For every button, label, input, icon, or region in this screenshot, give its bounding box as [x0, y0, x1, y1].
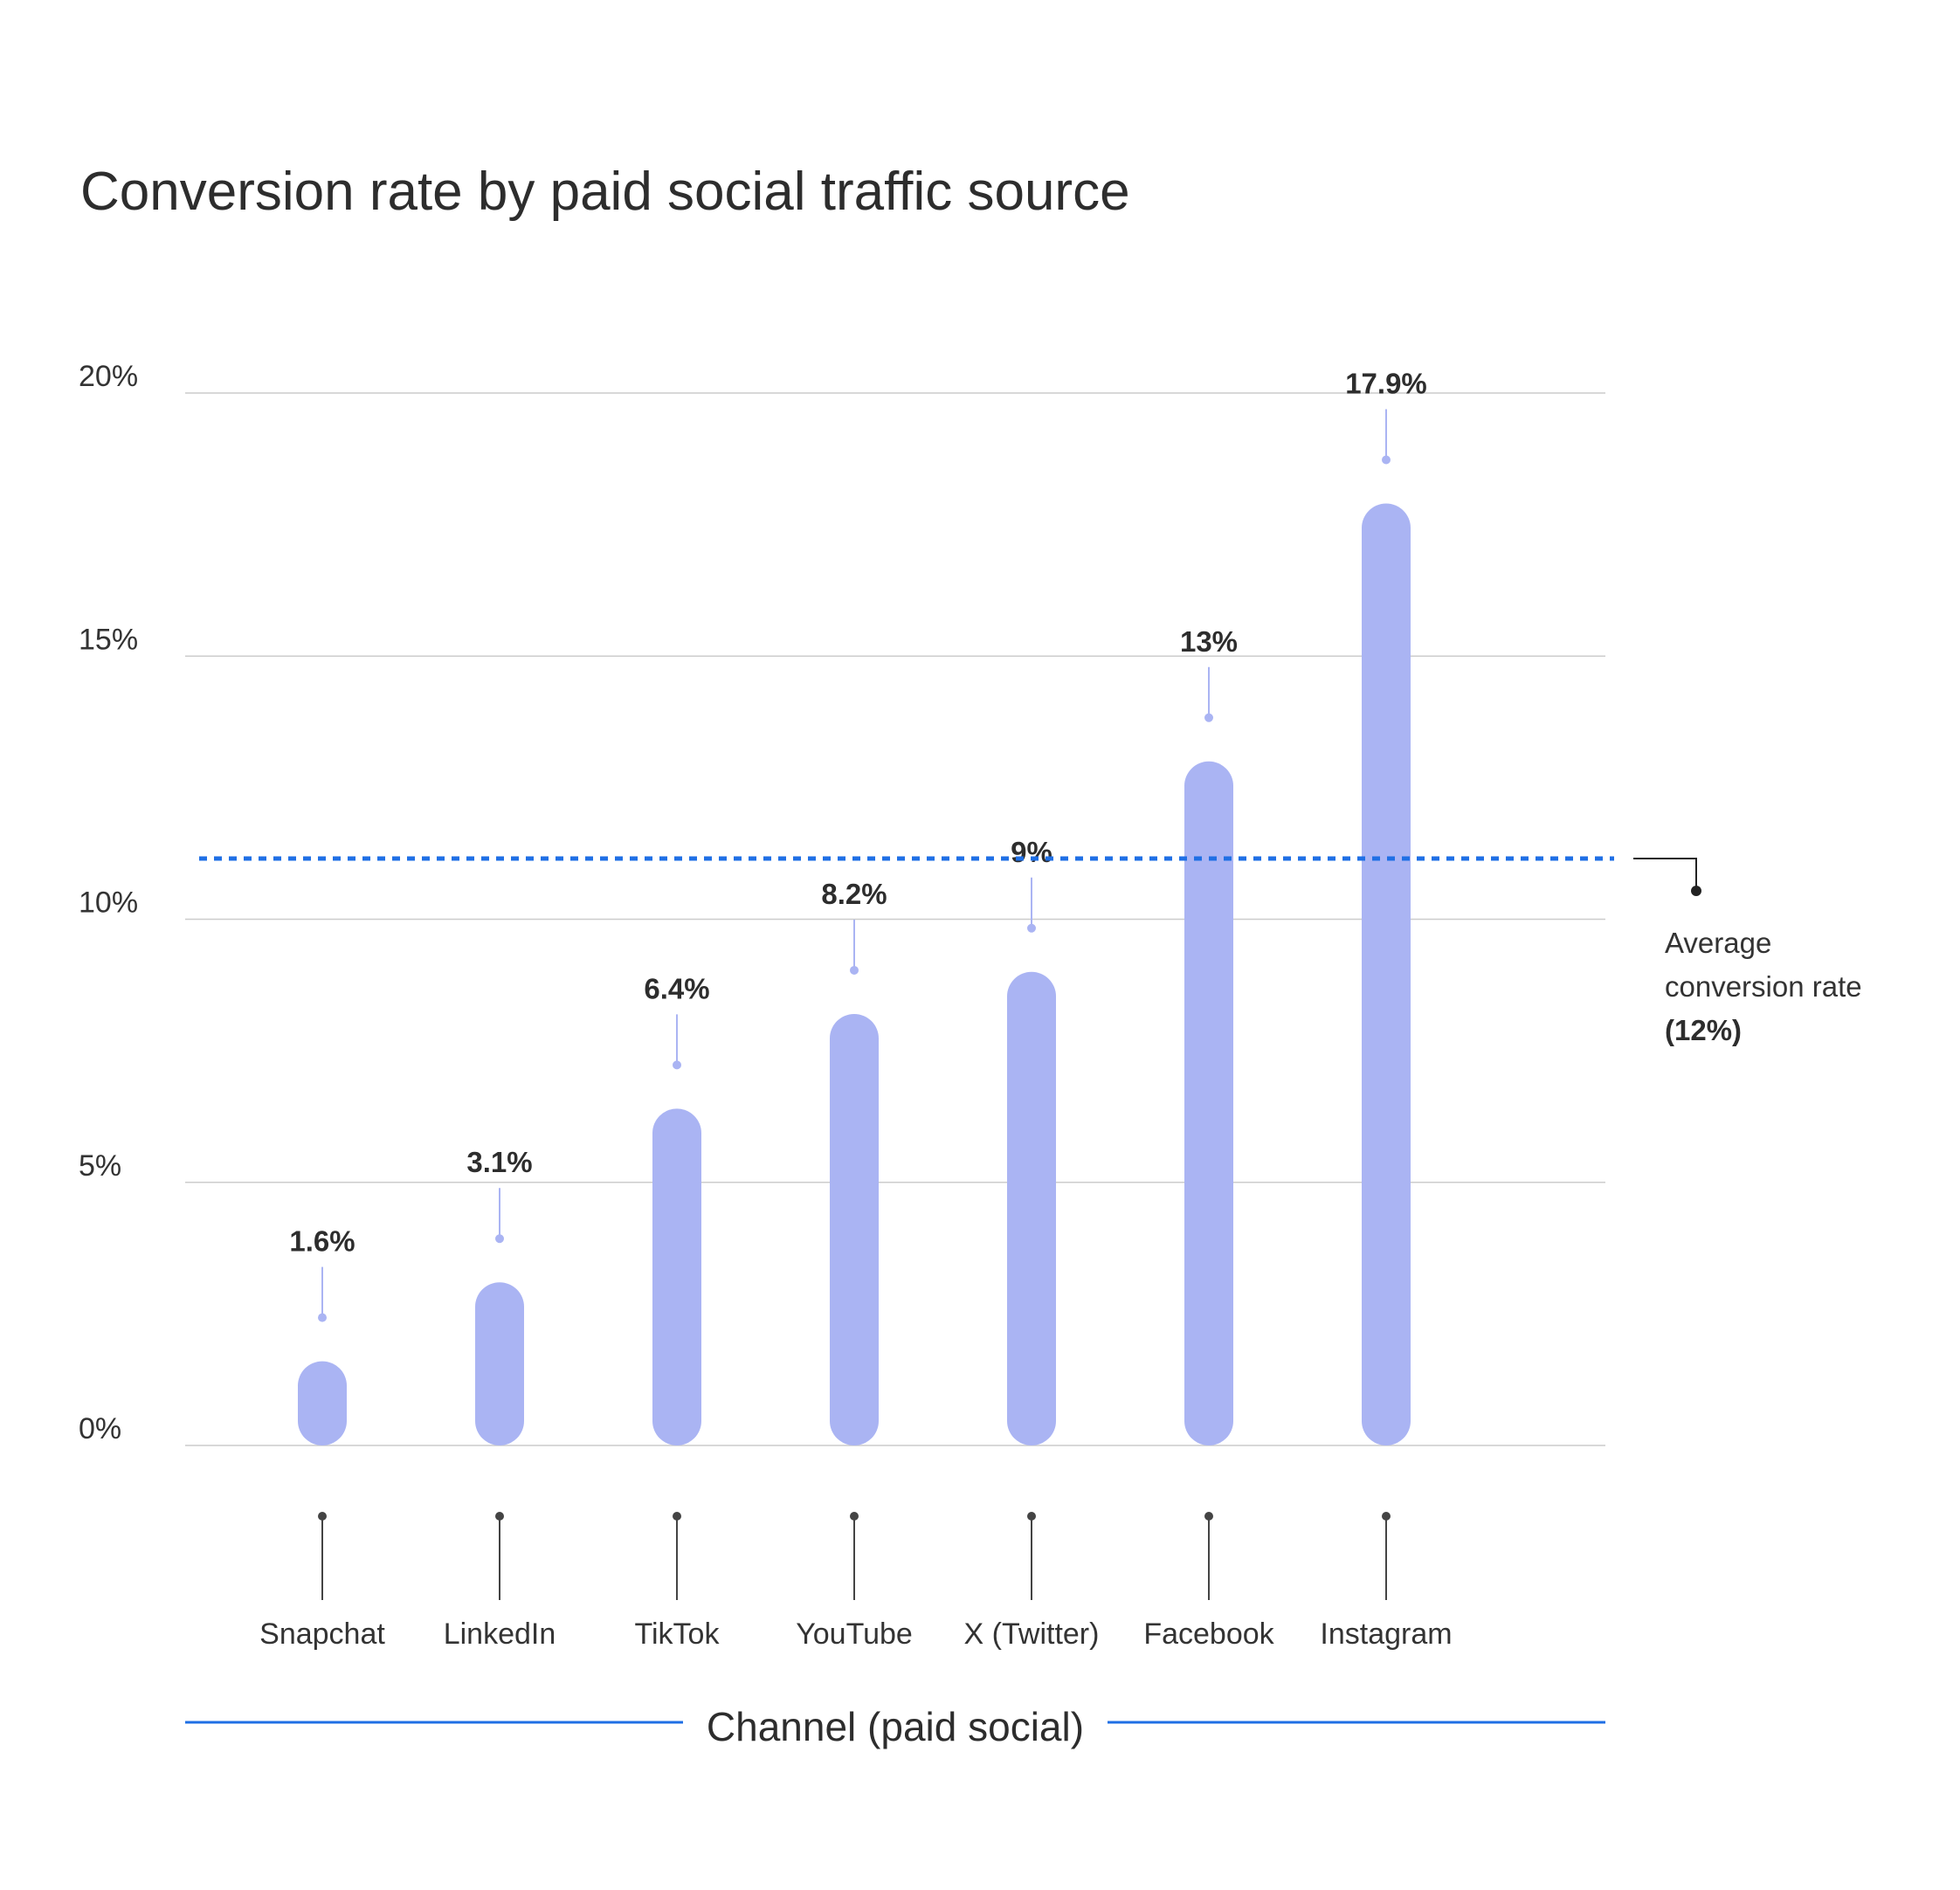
data-label: 6.4%	[644, 972, 709, 1004]
average-callout-connector	[1633, 858, 1697, 891]
data-label: 1.6%	[289, 1225, 355, 1258]
y-tick-label: 15%	[79, 623, 138, 656]
average-callout-dot	[1691, 886, 1701, 896]
y-tick-label: 0%	[79, 1412, 121, 1445]
bar	[1007, 971, 1056, 1445]
category-label: Snapchat	[259, 1618, 385, 1651]
bar	[830, 1013, 879, 1445]
chart-title: Conversion rate by paid social traffic s…	[80, 162, 1130, 222]
category-label: Facebook	[1143, 1618, 1274, 1651]
bar	[475, 1282, 524, 1445]
average-label-line-2: conversion rate	[1665, 970, 1862, 1003]
y-axis-ticks: 0% 5% 10% 15% 20%	[79, 360, 138, 1445]
category-label: LinkedIn	[444, 1618, 556, 1651]
bars: 1.6% 3.1% 6.4% 8.2% 9% 13% 17.9%	[289, 368, 1427, 1445]
bar	[298, 1361, 347, 1445]
data-label: 17.9%	[1345, 368, 1427, 400]
category-label: X (Twitter)	[964, 1618, 1100, 1651]
average-label-value: (12%)	[1665, 1014, 1742, 1046]
bar	[652, 1108, 701, 1445]
average-line-group: Average conversion rate (12%)	[199, 856, 1862, 1046]
data-label: 8.2%	[821, 878, 887, 910]
bar	[1184, 761, 1233, 1445]
y-tick-label: 10%	[79, 886, 138, 920]
category-label: YouTube	[796, 1618, 913, 1651]
average-label-line-1: Average	[1665, 927, 1771, 959]
y-tick-label: 5%	[79, 1149, 121, 1183]
bar	[1362, 503, 1411, 1445]
y-tick-label: 20%	[79, 360, 138, 393]
data-label: 13%	[1180, 625, 1238, 658]
data-label: 3.1%	[466, 1146, 532, 1178]
data-label: 9%	[1011, 836, 1052, 868]
x-axis-label: Channel (paid social)	[707, 1704, 1084, 1749]
category-labels: Snapchat LinkedIn TikTok YouTube X (Twitter)…	[259, 1512, 1453, 1651]
category-label: TikTok	[635, 1618, 721, 1651]
category-label: Instagram	[1320, 1618, 1452, 1651]
